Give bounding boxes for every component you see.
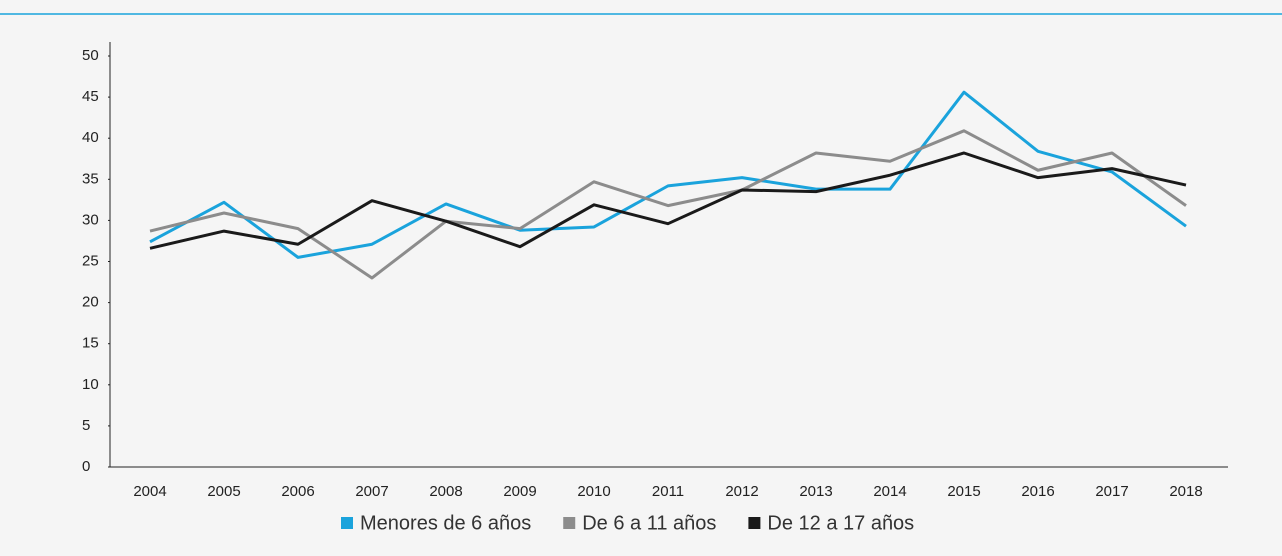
legend-label: De 12 a 17 años [767,512,914,534]
y-tick-label: 40 [82,129,99,146]
y-tick-label: 50 [82,47,99,64]
x-tick-label: 2006 [281,483,314,500]
y-tick-label: 30 [82,211,99,228]
x-tick-label: 2013 [799,483,832,500]
x-tick-label: 2017 [1095,483,1128,500]
y-tick-label: 35 [82,170,99,187]
x-tick-label: 2016 [1021,483,1054,500]
y-tick-label: 0 [82,458,90,475]
y-tick-label: 15 [82,335,99,352]
x-tick-label: 2007 [355,483,388,500]
series-line [149,90,1187,259]
y-tick-label: 5 [82,417,90,434]
x-tick-label: 2014 [873,483,906,500]
series-line [149,129,1187,280]
legend-swatch [341,517,353,529]
y-tick-label: 25 [82,252,99,269]
series-line [149,151,1187,250]
x-tick-label: 2018 [1169,483,1202,500]
x-tick-label: 2004 [133,483,166,500]
legend-swatch [748,517,761,529]
y-tick-label: 10 [82,376,99,393]
x-tick-label: 2012 [725,483,758,500]
y-tick-label: 20 [82,294,99,311]
legend-swatch [563,517,576,529]
y-tick-label: 45 [82,88,99,105]
x-tick-label: 2005 [207,483,240,500]
legend-label: De 6 a 11 años [582,512,716,534]
x-tick-label: 2009 [503,483,536,500]
legend-label: Menores de 6 años [360,512,531,534]
x-tick-label: 2011 [652,483,684,500]
x-tick-label: 2010 [577,483,610,500]
x-tick-label: 2015 [947,483,980,500]
x-tick-label: 2008 [429,483,462,500]
